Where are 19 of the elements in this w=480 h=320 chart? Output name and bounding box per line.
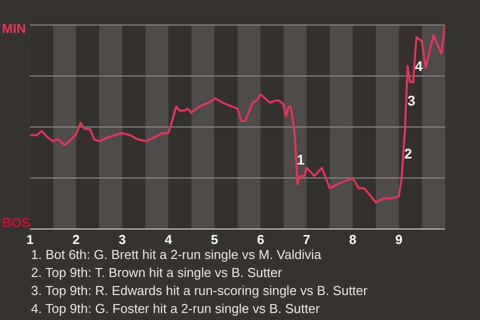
x-tick-label: 2 [72, 232, 80, 248]
text: 3. Top 9th: R. Edwards hit a run-scoring single vs B. Sutter [31, 282, 368, 300]
text: MIN [2, 21, 26, 36]
annotation: 3 [407, 92, 416, 108]
x-tick-label: 8 [349, 232, 356, 248]
annotation: 4 [414, 58, 423, 74]
x-tick-label: 1 [26, 232, 34, 248]
x-tick-label: 5 [210, 232, 218, 248]
x-tick-label: 9 [395, 232, 403, 248]
text: 4. Top 9th: G. Foster hit a 2-run single vs B. Sutter [31, 300, 321, 318]
x-tick-label: 3 [118, 232, 126, 248]
annotation: 2 [404, 145, 412, 162]
text: 1. Bot 6th: G. Brett hit a 2-run single vs M. Valdivia [31, 246, 322, 264]
text: 2. Top 9th: T. Brown hit a single vs B. Sutter [31, 264, 283, 282]
annotation: 1 [296, 152, 305, 168]
x-tick-label: 7 [303, 232, 310, 248]
x-tick-label: 4 [164, 232, 173, 248]
annotation: BOS [2, 215, 30, 230]
x-tick-label: 6 [256, 232, 264, 248]
